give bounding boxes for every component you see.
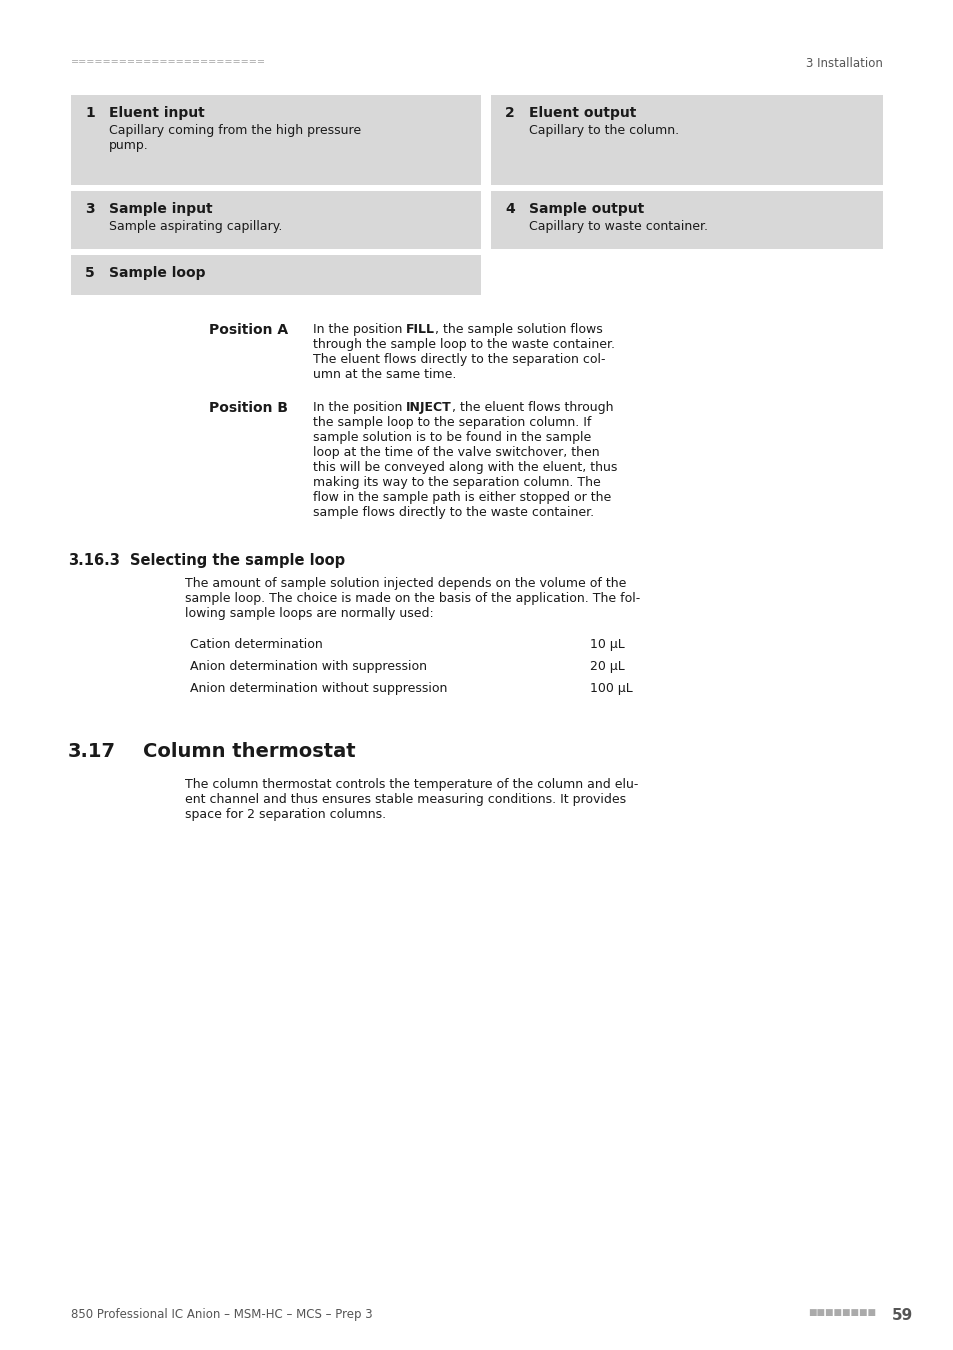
Text: INJECT: INJECT	[406, 401, 452, 414]
Text: , the eluent flows through: , the eluent flows through	[452, 401, 613, 414]
Bar	[71, 255, 480, 296]
Text: Sample output: Sample output	[529, 202, 643, 216]
Text: 3: 3	[85, 202, 94, 216]
Text: The eluent flows directly to the separation col-: The eluent flows directly to the separat…	[313, 352, 605, 366]
Bar	[491, 190, 882, 248]
Text: sample loop. The choice is made on the basis of the application. The fol-: sample loop. The choice is made on the b…	[185, 593, 639, 605]
Text: In the position: In the position	[313, 323, 406, 336]
Text: 4: 4	[504, 202, 515, 216]
Text: 59: 59	[891, 1308, 912, 1323]
Text: 5: 5	[85, 266, 94, 279]
Text: The column thermostat controls the temperature of the column and elu-: The column thermostat controls the tempe…	[185, 778, 638, 791]
Text: Anion determination without suppression: Anion determination without suppression	[190, 682, 447, 695]
Text: , the sample solution flows: , the sample solution flows	[435, 323, 602, 336]
Text: Eluent input: Eluent input	[109, 107, 205, 120]
Text: through the sample loop to the waste container.: through the sample loop to the waste con…	[313, 338, 615, 351]
Text: FILL: FILL	[406, 323, 435, 336]
Text: lowing sample loops are normally used:: lowing sample loops are normally used:	[185, 608, 434, 620]
Text: Position B: Position B	[209, 401, 288, 414]
Text: the sample loop to the separation column. If: the sample loop to the separation column…	[313, 416, 591, 429]
Text: In the position: In the position	[313, 401, 406, 414]
Text: The amount of sample solution injected depends on the volume of the: The amount of sample solution injected d…	[185, 576, 626, 590]
Text: ========================: ========================	[71, 57, 266, 68]
Text: Selecting the sample loop: Selecting the sample loop	[130, 554, 345, 568]
Text: 3.16.3: 3.16.3	[68, 554, 120, 568]
Text: 2: 2	[504, 107, 515, 120]
Text: ent channel and thus ensures stable measuring conditions. It provides: ent channel and thus ensures stable meas…	[185, 792, 625, 806]
Text: Column thermostat: Column thermostat	[143, 743, 355, 761]
Text: Position A: Position A	[209, 323, 288, 338]
Text: Capillary to the column.: Capillary to the column.	[529, 124, 679, 136]
Text: Sample aspirating capillary.: Sample aspirating capillary.	[109, 220, 282, 234]
Text: pump.: pump.	[109, 139, 149, 153]
Text: 850 Professional IC Anion – MSM-HC – MCS – Prep 3: 850 Professional IC Anion – MSM-HC – MCS…	[71, 1308, 373, 1322]
Text: Eluent output: Eluent output	[529, 107, 636, 120]
Text: making its way to the separation column. The: making its way to the separation column.…	[313, 477, 600, 489]
Text: 1: 1	[85, 107, 94, 120]
Text: this will be conveyed along with the eluent, thus: this will be conveyed along with the elu…	[313, 460, 617, 474]
Text: sample solution is to be found in the sample: sample solution is to be found in the sa…	[313, 431, 591, 444]
Bar	[71, 95, 480, 185]
Text: Capillary coming from the high pressure: Capillary coming from the high pressure	[109, 124, 361, 136]
Bar	[71, 190, 480, 248]
Text: 100 µL: 100 µL	[589, 682, 632, 695]
Text: 10 µL: 10 µL	[589, 639, 624, 651]
Text: loop at the time of the valve switchover, then: loop at the time of the valve switchover…	[313, 446, 599, 459]
Text: flow in the sample path is either stopped or the: flow in the sample path is either stoppe…	[313, 491, 611, 504]
Text: Sample input: Sample input	[109, 202, 213, 216]
Text: space for 2 separation columns.: space for 2 separation columns.	[185, 809, 386, 821]
Text: sample flows directly to the waste container.: sample flows directly to the waste conta…	[313, 506, 594, 518]
Text: ■■■■■■■■: ■■■■■■■■	[807, 1308, 875, 1318]
Bar	[491, 95, 882, 185]
Text: Anion determination with suppression: Anion determination with suppression	[190, 660, 427, 674]
Text: 3.17: 3.17	[68, 743, 116, 761]
Text: Cation determination: Cation determination	[190, 639, 322, 651]
Text: umn at the same time.: umn at the same time.	[313, 369, 456, 381]
Text: 20 µL: 20 µL	[589, 660, 624, 674]
Text: 3 Installation: 3 Installation	[805, 57, 882, 70]
Text: Capillary to waste container.: Capillary to waste container.	[529, 220, 707, 234]
Text: Sample loop: Sample loop	[109, 266, 205, 279]
